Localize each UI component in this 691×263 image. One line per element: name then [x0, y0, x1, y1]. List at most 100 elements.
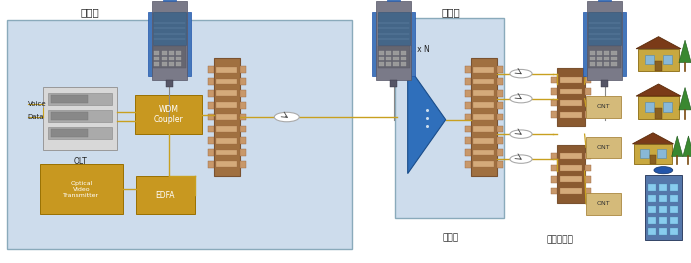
Bar	[162, 51, 167, 55]
Bar	[240, 125, 245, 132]
Bar	[240, 90, 245, 97]
Bar	[557, 68, 585, 126]
Bar	[585, 88, 591, 95]
Bar	[388, 0, 400, 1]
Bar	[411, 12, 415, 76]
Bar	[465, 78, 471, 85]
Polygon shape	[679, 40, 691, 63]
Bar	[216, 102, 237, 108]
Bar	[551, 153, 557, 159]
Bar	[216, 161, 237, 167]
Bar	[597, 51, 602, 55]
Bar	[659, 228, 667, 235]
Bar	[588, 46, 621, 68]
Bar	[386, 57, 391, 60]
Bar	[551, 112, 557, 118]
Bar	[48, 127, 112, 139]
Bar	[551, 176, 557, 183]
Bar	[473, 114, 494, 120]
Bar	[560, 112, 582, 118]
Bar	[589, 57, 595, 60]
Bar	[208, 161, 214, 168]
Bar	[497, 90, 502, 97]
Bar	[497, 149, 502, 156]
Bar	[216, 114, 237, 120]
Bar	[585, 112, 591, 118]
Polygon shape	[679, 88, 691, 110]
Bar	[377, 46, 410, 68]
Bar	[560, 153, 582, 159]
Bar	[208, 66, 214, 73]
Bar	[208, 90, 214, 97]
Bar	[465, 149, 471, 156]
Bar	[647, 217, 656, 224]
Bar	[497, 137, 502, 144]
Bar	[377, 1, 411, 80]
Bar	[153, 12, 186, 45]
Polygon shape	[408, 66, 446, 174]
Bar	[393, 57, 399, 60]
Bar	[240, 114, 245, 120]
Bar	[473, 138, 494, 144]
Bar	[216, 138, 237, 144]
Text: Voice: Voice	[28, 101, 46, 107]
Bar	[51, 95, 88, 103]
Bar	[650, 155, 656, 164]
Bar	[395, 18, 504, 218]
Bar	[208, 102, 214, 109]
Bar	[162, 62, 167, 66]
Bar	[659, 195, 667, 202]
Circle shape	[274, 112, 299, 122]
Bar	[647, 206, 656, 213]
Text: WDM
Coupler: WDM Coupler	[153, 105, 184, 124]
Bar	[465, 66, 471, 73]
Bar	[587, 1, 622, 80]
Bar	[497, 66, 502, 73]
Text: 中心局: 中心局	[80, 7, 100, 17]
Bar	[393, 62, 399, 66]
Bar	[465, 102, 471, 109]
Bar	[216, 126, 237, 132]
Bar	[655, 61, 662, 71]
Bar	[473, 161, 494, 167]
Bar	[216, 67, 237, 73]
Bar	[551, 77, 557, 83]
Bar	[48, 93, 112, 105]
Bar	[663, 55, 672, 64]
Bar	[386, 62, 391, 66]
Bar	[214, 58, 240, 176]
Bar	[612, 62, 616, 66]
Text: ONT: ONT	[596, 104, 610, 109]
Bar	[551, 165, 557, 171]
Bar	[379, 51, 384, 55]
Bar	[379, 57, 384, 60]
Bar	[393, 51, 399, 55]
Bar	[670, 206, 679, 213]
Bar	[589, 51, 595, 55]
Bar	[585, 153, 591, 159]
Bar	[604, 57, 609, 60]
Text: 1 x N: 1 x N	[410, 45, 430, 54]
Bar	[372, 12, 377, 76]
Polygon shape	[683, 136, 691, 156]
Text: Optical
Video
Transmitter: Optical Video Transmitter	[64, 181, 100, 198]
Bar	[7, 20, 352, 249]
Circle shape	[510, 94, 532, 103]
Bar	[135, 95, 202, 134]
Text: Data: Data	[28, 114, 44, 120]
Bar	[473, 79, 494, 84]
Bar	[162, 57, 167, 60]
Bar	[497, 102, 502, 109]
Bar	[497, 78, 502, 85]
Bar	[588, 12, 621, 45]
Bar	[465, 137, 471, 144]
Bar	[497, 125, 502, 132]
Bar	[560, 89, 582, 94]
Bar	[240, 78, 245, 85]
Text: ONT: ONT	[596, 201, 610, 206]
Bar	[659, 217, 667, 224]
Bar	[377, 12, 410, 45]
Bar	[240, 161, 245, 168]
Text: EDFA: EDFA	[155, 191, 176, 200]
Bar	[585, 100, 591, 106]
